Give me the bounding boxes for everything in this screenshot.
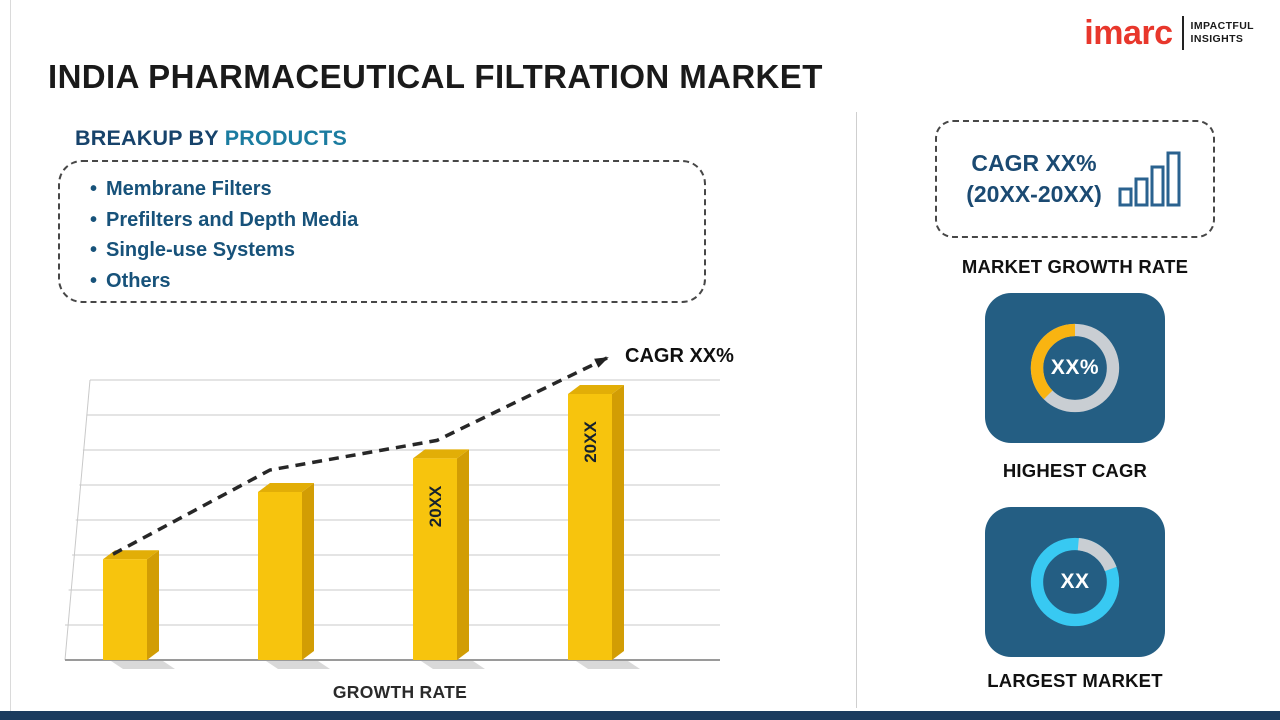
vertical-divider xyxy=(856,112,857,708)
logo-tagline-line1: IMPACTFUL xyxy=(1190,19,1254,32)
largest-market-value: XX xyxy=(1060,570,1090,593)
cagr-text: CAGR XX% (20XX-20XX) xyxy=(966,148,1102,210)
bar-side-face xyxy=(302,483,314,660)
logo-brand-text: imarc xyxy=(1084,14,1173,52)
logo-tagline-line2: INSIGHTS xyxy=(1190,33,1244,45)
product-item: • Membrane Filters xyxy=(90,174,704,205)
bar xyxy=(568,394,612,660)
product-item-label: Membrane Filters xyxy=(106,178,272,200)
largest-market-donut: XX xyxy=(1018,525,1132,639)
bar-side-face xyxy=(457,449,469,660)
highest-cagr-donut: XX% xyxy=(1018,311,1132,425)
bullet-icon: • xyxy=(90,269,98,292)
donut-chart-icon xyxy=(1030,537,1120,627)
product-item-label: Others xyxy=(106,269,171,292)
bar-chart-icon xyxy=(1118,151,1181,207)
bar-shadow xyxy=(421,661,485,669)
product-item: • Prefilters and Depth Media xyxy=(90,205,704,236)
bullet-icon: • xyxy=(90,178,98,200)
donut-ring-accent xyxy=(1030,323,1076,400)
bar xyxy=(103,559,147,660)
bar xyxy=(413,458,457,660)
footer-bar xyxy=(0,711,1280,720)
left-edge-line xyxy=(10,0,11,720)
product-item: • Others xyxy=(90,266,704,297)
bar-shadow xyxy=(111,661,175,669)
market-growth-rate-card: CAGR XX% (20XX-20XX) xyxy=(935,120,1215,238)
bar-side-face xyxy=(612,385,624,660)
product-item: • Single-use Systems xyxy=(90,235,704,266)
bullet-icon: • xyxy=(90,239,98,261)
highest-cagr-caption: HIGHEST CAGR xyxy=(1002,460,1148,481)
bar-year-label: 20XX xyxy=(581,421,600,463)
donut-ring-accent xyxy=(1030,537,1120,627)
trend-cagr-label: CAGR XX% xyxy=(625,345,734,367)
growth-chart-svg: 20XX 20XX CAGR XX% xyxy=(64,345,734,669)
bar-top-face xyxy=(413,449,469,459)
cagr-line1: CAGR XX% xyxy=(971,149,1097,176)
donut-ring-base xyxy=(1077,537,1117,572)
icon-bar xyxy=(1150,165,1165,207)
market-growth-rate-caption: MARKET GROWTH RATE xyxy=(961,256,1189,277)
trend-line xyxy=(112,356,609,556)
bar-year-label: 20XX xyxy=(426,485,445,527)
cagr-line2: (20XX-20XX) xyxy=(966,181,1102,207)
largest-market-caption: LARGEST MARKET xyxy=(987,670,1163,691)
page-title: INDIA PHARMACEUTICAL FILTRATION MARKET xyxy=(48,58,823,95)
highest-cagr-value: XX% xyxy=(1050,356,1100,379)
product-item-label: Prefilters and Depth Media xyxy=(106,208,359,231)
largest-market-card: XX xyxy=(985,507,1165,657)
icon-bar xyxy=(1118,187,1133,207)
bar-shadow xyxy=(576,661,640,669)
bar-side-face xyxy=(147,550,159,660)
highest-cagr-card: XX% xyxy=(985,293,1165,443)
imarc-logo: imarc IMPACTFUL INSIGHTS xyxy=(1084,16,1254,50)
donut-chart-icon xyxy=(1030,323,1120,413)
bar xyxy=(258,492,302,660)
products-box: • Membrane Filters • Prefilters and Depth … xyxy=(58,160,706,303)
breakup-heading: BREAKUP BY PRODUCTS xyxy=(75,126,347,151)
grid-left-edge xyxy=(64,379,91,661)
bar-top-face xyxy=(258,483,314,492)
bar-top-face xyxy=(568,385,624,394)
bar-shadow xyxy=(266,661,330,669)
logo-divider xyxy=(1181,16,1184,50)
icon-bar xyxy=(1166,151,1181,207)
chart-x-axis-label: GROWTH RATE xyxy=(332,682,468,702)
logo-tagline: IMPACTFUL INSIGHTS xyxy=(1191,20,1254,46)
products-list: • Membrane Filters • Prefilters and Depth … xyxy=(60,174,704,296)
breakup-heading-prefix: BREAKUP BY xyxy=(75,126,219,150)
icon-bar xyxy=(1134,177,1149,207)
growth-chart: 20XX 20XX CAGR XX% GROWTH RATE xyxy=(55,330,745,708)
bullet-icon: • xyxy=(90,208,98,231)
product-item-label: Single-use Systems xyxy=(106,239,295,261)
breakup-heading-highlight: PRODUCTS xyxy=(224,126,348,150)
